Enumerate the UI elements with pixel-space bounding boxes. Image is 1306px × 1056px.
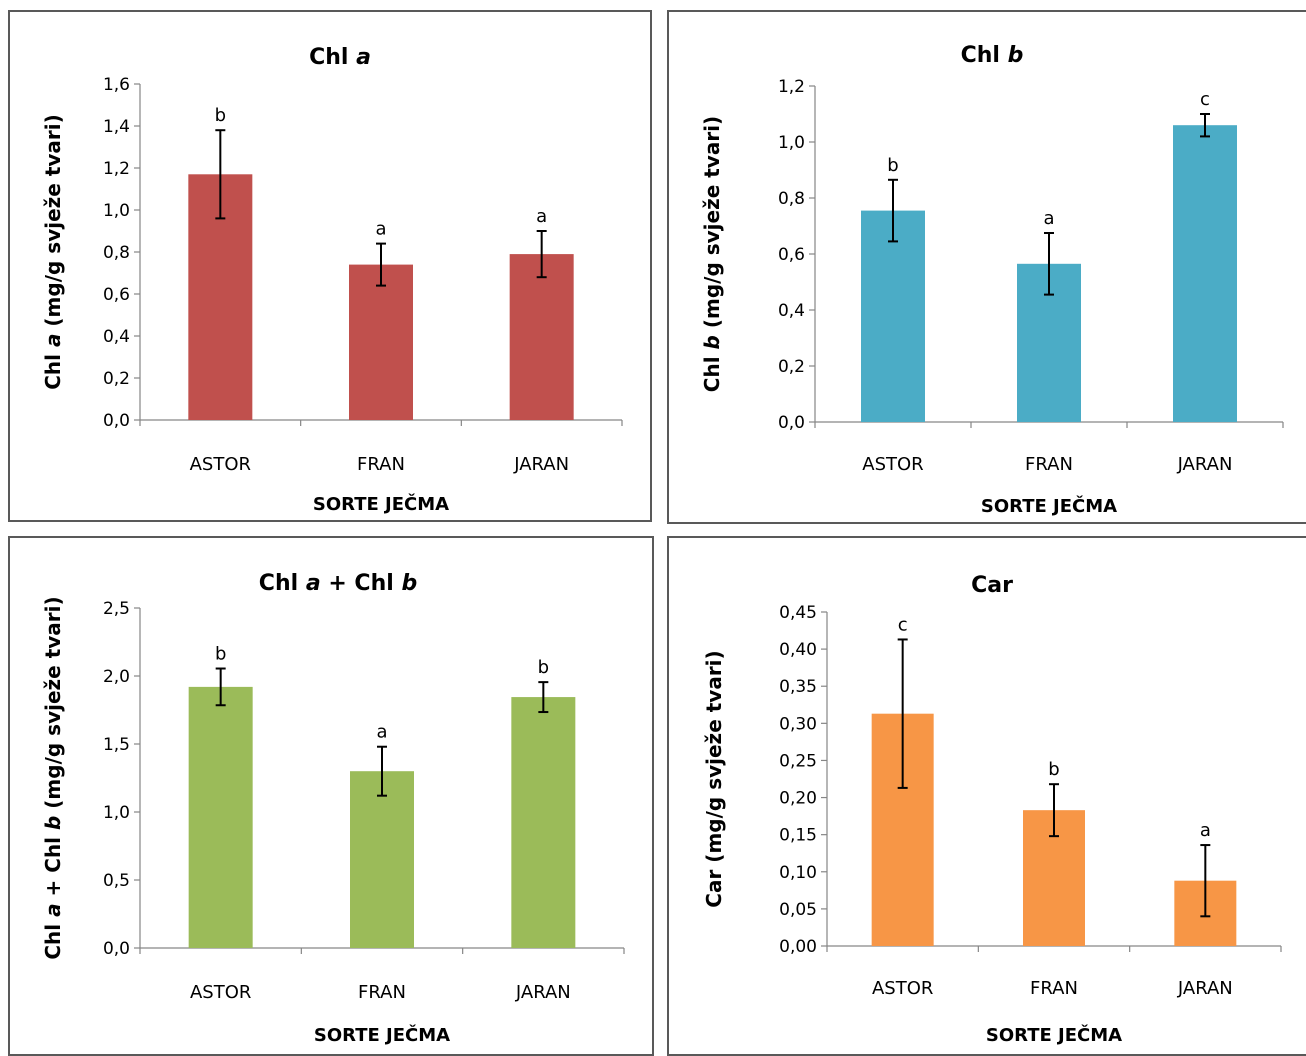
error-bar-fran [1049, 783, 1059, 838]
y-tick-label: 0,5 [103, 871, 130, 891]
bar-jaran [511, 697, 576, 948]
error-bar-fran [1044, 232, 1054, 296]
x-axis-label: SORTE JEČMA [981, 495, 1117, 517]
y-axis-label: Chl a + Chl b (mg/g svježe tvari) [41, 596, 65, 959]
chart-title: Car [971, 573, 1013, 598]
bar-astor [188, 686, 253, 948]
significance-letter: a [536, 206, 547, 227]
y-tick-label: 0,25 [779, 751, 817, 771]
y-axis-label: Car (mg/g svježe tvari) [702, 650, 726, 907]
y-tick-label: 1,5 [103, 735, 130, 755]
chart-panel-chl-b: Chl b Chl b (mg/g svježe tvari) 0,0 0,2 0,4 0… [667, 10, 1306, 524]
x-category-label: FRAN [1025, 454, 1073, 475]
x-category-label: ASTOR [190, 454, 251, 475]
error-bar-jaran [536, 230, 547, 279]
error-bar-fran [376, 242, 386, 287]
chart-svg-chl-a: Chl a Chl a (mg/g svježe tvari) 0,0 0,2 0,4 0… [41, 45, 623, 515]
chart-svg-chl-b: Chl b Chl b (mg/g svježe tvari) 0,0 0,2 0,4 0… [700, 43, 1284, 517]
y-tick-label: 0,40 [779, 640, 817, 660]
x-category-label: JARAN [515, 982, 571, 1003]
error-bar-astor [888, 178, 898, 243]
chart-svg-car: Car Car (mg/g svježe tvari) 0,00 0,05 0,10 0,… [702, 573, 1282, 1046]
error-bar-jaran [1200, 113, 1210, 138]
y-tick-label: 0,4 [778, 301, 805, 321]
bar-fran [349, 264, 413, 420]
significance-letter: a [1200, 820, 1211, 841]
y-tick-label: 0,8 [778, 189, 805, 209]
x-category-label: JARAN [1177, 454, 1233, 475]
x-category-label: ASTOR [872, 978, 933, 999]
x-category-label: FRAN [1030, 978, 1078, 999]
significance-letter: b [215, 105, 226, 126]
error-bar-astor [215, 667, 226, 707]
significance-letter: c [898, 614, 908, 635]
x-category-label: FRAN [358, 982, 406, 1003]
y-tick-label: 0,10 [779, 863, 817, 883]
significance-letter: b [1048, 759, 1059, 780]
y-tick-label: 0,0 [103, 939, 130, 959]
significance-letter: c [1200, 89, 1210, 110]
y-tick-label: 0,35 [779, 677, 817, 697]
y-axis-label: Chl a (mg/g svježe tvari) [41, 114, 65, 390]
y-axis-label: Chl b (mg/g svježe tvari) [700, 116, 724, 392]
x-category-label: FRAN [357, 454, 405, 475]
error-bar-jaran [1200, 844, 1211, 918]
chart-svg-chl-a-plus-b: Chl a + Chl b Chl a + Chl b (mg/g svježe … [41, 571, 625, 1046]
chart-title: Chl b [961, 43, 1024, 68]
bar-astor [861, 210, 925, 422]
y-tick-label: 0,8 [103, 243, 130, 263]
y-tick-label: 1,0 [778, 133, 805, 153]
error-bar-fran [377, 745, 387, 797]
significance-letter: a [1043, 208, 1054, 229]
x-category-label: ASTOR [862, 454, 923, 475]
x-category-label: JARAN [513, 454, 569, 475]
significance-letter: b [887, 155, 898, 176]
x-category-label: ASTOR [190, 982, 251, 1003]
y-tick-label: 0,45 [779, 603, 817, 623]
y-tick-label: 0,4 [103, 327, 130, 347]
bar-fran [350, 771, 414, 948]
y-tick-label: 0,00 [779, 937, 817, 957]
chart-panel-chl-a: Chl a Chl a (mg/g svježe tvari) 0,0 0,2 0,4 0… [8, 10, 652, 522]
bar-jaran [509, 254, 574, 420]
y-tick-label: 1,0 [103, 201, 130, 221]
chart-panel-car: Car Car (mg/g svježe tvari) 0,00 0,05 0,10 0,… [667, 536, 1306, 1056]
x-axis-label: SORTE JEČMA [314, 1024, 450, 1046]
error-bar-astor [897, 638, 908, 789]
y-tick-label: 0,0 [103, 411, 130, 431]
significance-letter: a [376, 722, 387, 743]
y-tick-label: 2,0 [103, 667, 130, 687]
error-bar-astor [215, 129, 226, 220]
y-tick-label: 0,05 [779, 900, 817, 920]
y-tick-label: 0,0 [778, 413, 805, 433]
y-tick-label: 0,6 [778, 245, 805, 265]
y-tick-label: 2,5 [103, 599, 130, 619]
error-bar-jaran [538, 681, 549, 714]
y-tick-label: 0,30 [779, 714, 817, 734]
y-tick-label: 1,6 [103, 75, 130, 95]
significance-letter: b [215, 644, 226, 665]
bar-jaran [1173, 125, 1237, 422]
y-tick-label: 0,2 [103, 369, 130, 389]
x-axis-label: SORTE JEČMA [986, 1024, 1122, 1046]
y-tick-label: 1,0 [103, 803, 130, 823]
significance-letter: b [538, 657, 549, 678]
x-category-label: JARAN [1177, 978, 1233, 999]
significance-letter: a [375, 219, 386, 240]
chart-title: Chl a [309, 45, 371, 70]
x-axis-label: SORTE JEČMA [313, 493, 449, 515]
chart-panel-chl-a-plus-b: Chl a + Chl b Chl a + Chl b (mg/g svježe … [8, 536, 654, 1056]
y-tick-label: 1,2 [778, 77, 805, 97]
chart-title: Chl a + Chl b [259, 571, 417, 596]
y-tick-label: 0,6 [103, 285, 130, 305]
y-tick-label: 0,20 [779, 789, 817, 809]
y-tick-label: 0,2 [778, 357, 805, 377]
y-tick-label: 1,2 [103, 159, 130, 179]
y-tick-label: 0,15 [779, 826, 817, 846]
y-tick-label: 1,4 [103, 117, 130, 137]
